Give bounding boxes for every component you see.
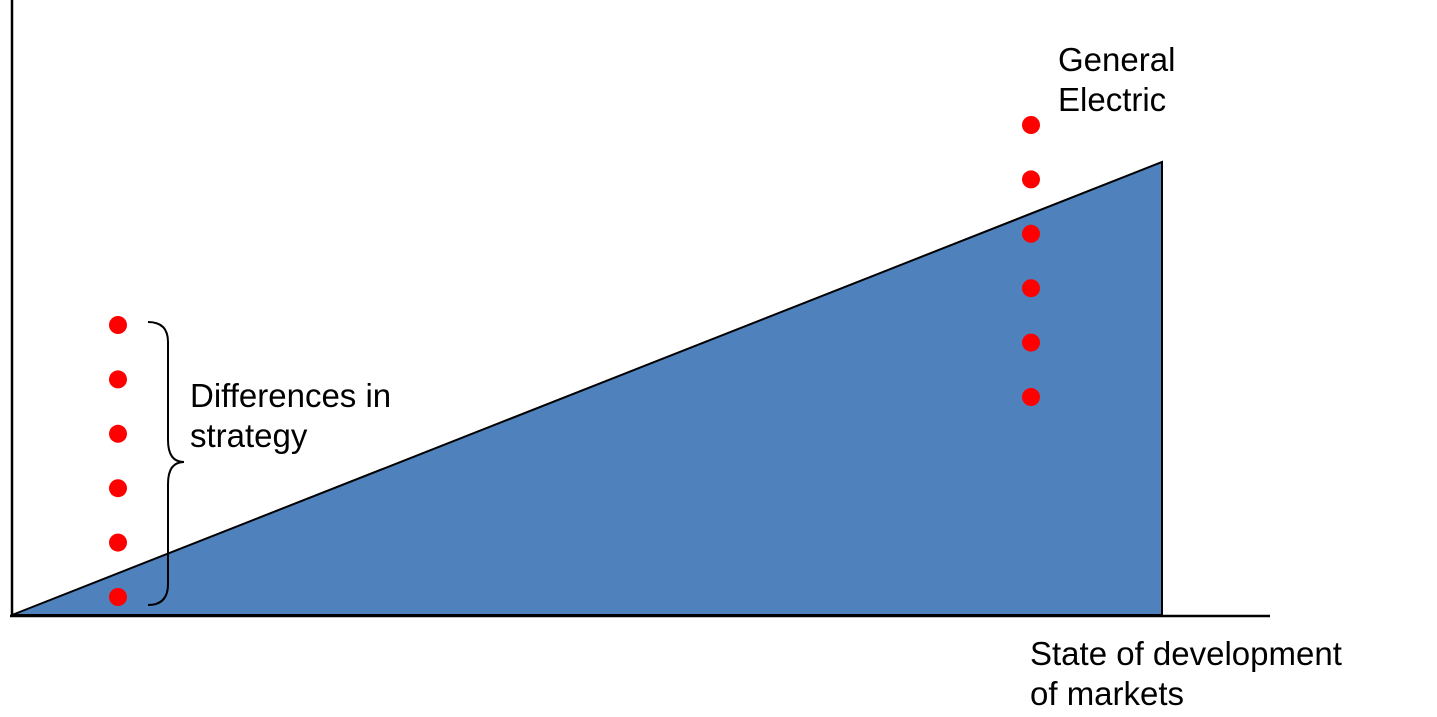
x-axis-label-line2: of markets: [1030, 675, 1185, 712]
left-dot-6: [109, 588, 127, 606]
curly-brace: [147, 321, 185, 606]
bracket-label-line2: strategy: [190, 417, 308, 454]
right-dot-3: [1022, 224, 1040, 243]
x-axis-label-line1: State of development: [1030, 635, 1342, 672]
development-triangle: [11, 160, 1163, 616]
left-dot-2: [109, 370, 127, 389]
left-dot-3: [109, 424, 127, 443]
right-dot-2: [1022, 170, 1040, 189]
left-dot-1: [109, 316, 127, 334]
right-dot-1: [1022, 116, 1040, 134]
company-label-line2: Electric: [1058, 81, 1167, 118]
company-label: General Electric: [1058, 40, 1175, 120]
left-dot-group: [109, 316, 127, 606]
bracket-label-line1: Differences in: [190, 377, 392, 414]
right-dot-4: [1022, 279, 1040, 298]
left-dot-5: [109, 533, 127, 552]
left-dot-4: [109, 479, 127, 498]
right-dot-5: [1022, 333, 1040, 352]
right-dot-6: [1022, 388, 1040, 406]
company-label-line1: General: [1058, 41, 1176, 78]
right-dot-group: [1022, 116, 1040, 406]
x-axis-label: State of development of markets: [1030, 634, 1342, 714]
bracket-label: Differences in strategy: [190, 376, 391, 456]
